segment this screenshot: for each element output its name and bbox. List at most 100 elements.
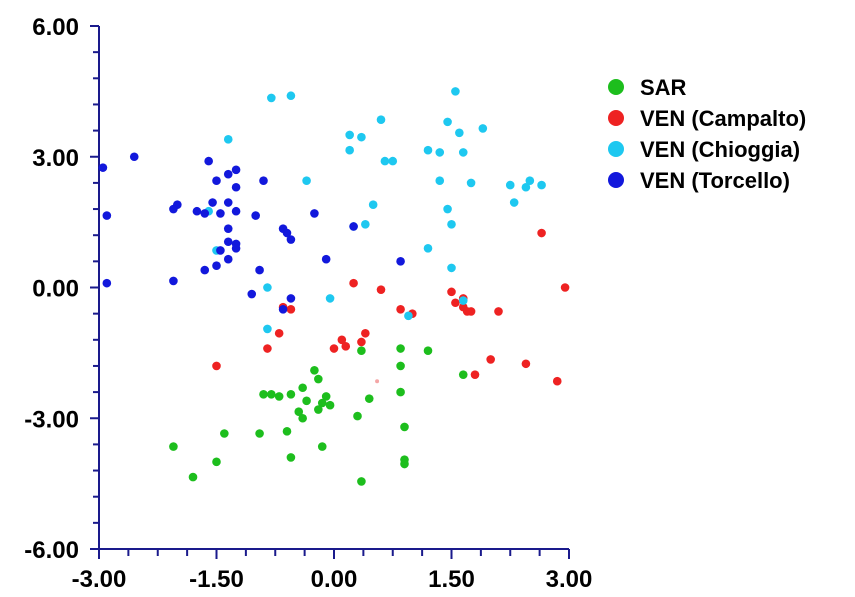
data-point bbox=[102, 211, 112, 220]
data-point bbox=[364, 394, 374, 403]
data-point bbox=[216, 209, 225, 218]
data-point bbox=[396, 387, 405, 397]
data-point bbox=[537, 180, 546, 190]
data-point bbox=[314, 374, 323, 384]
data-point bbox=[478, 124, 488, 133]
data-point bbox=[423, 346, 433, 355]
data-point bbox=[388, 156, 398, 166]
data-point bbox=[345, 145, 354, 155]
data-point bbox=[361, 220, 370, 229]
data-point bbox=[298, 413, 307, 423]
data-point bbox=[443, 204, 452, 214]
data-point bbox=[282, 427, 292, 436]
data-point bbox=[375, 379, 380, 384]
data-point bbox=[294, 407, 304, 417]
data-point bbox=[310, 209, 319, 218]
legend-label: VEN (Torcello) bbox=[640, 168, 790, 193]
data-point bbox=[325, 294, 335, 303]
data-point bbox=[317, 398, 327, 408]
data-point bbox=[259, 176, 268, 186]
data-points bbox=[98, 87, 570, 486]
series-ven-chioggia bbox=[204, 87, 546, 334]
data-point bbox=[357, 132, 366, 142]
data-point bbox=[447, 263, 456, 273]
data-point bbox=[423, 243, 433, 253]
data-point bbox=[212, 457, 221, 467]
x-tick-label: -1.50 bbox=[189, 566, 244, 593]
data-point bbox=[349, 278, 358, 288]
data-point bbox=[537, 228, 546, 238]
legend-marker bbox=[608, 79, 624, 95]
legend-marker bbox=[608, 141, 624, 157]
data-point bbox=[368, 200, 378, 209]
data-point bbox=[216, 246, 225, 255]
data-point bbox=[212, 361, 221, 371]
data-point bbox=[102, 278, 112, 288]
data-point bbox=[263, 324, 272, 334]
data-point bbox=[447, 220, 456, 229]
data-point bbox=[329, 344, 339, 353]
data-point bbox=[231, 165, 241, 175]
data-point bbox=[470, 370, 480, 379]
legend: SAR VEN (Campalto) VEN (Chioggia) VEN (Torc… bbox=[608, 75, 806, 193]
data-point bbox=[400, 422, 409, 432]
data-point bbox=[325, 400, 335, 410]
x-tick-label: -3.00 bbox=[72, 566, 127, 593]
y-tick-label: 6.00 bbox=[32, 14, 79, 41]
data-point bbox=[169, 276, 178, 286]
data-point bbox=[404, 311, 413, 321]
data-point bbox=[345, 130, 354, 140]
data-point bbox=[204, 156, 213, 166]
data-point bbox=[458, 370, 468, 379]
x-tick-label: 1.50 bbox=[428, 566, 475, 593]
data-point bbox=[423, 145, 433, 155]
data-point bbox=[223, 169, 233, 179]
legend-label: VEN (Chioggia) bbox=[640, 137, 800, 162]
data-point bbox=[451, 298, 460, 308]
data-point bbox=[396, 361, 405, 371]
data-point bbox=[376, 115, 386, 125]
data-point bbox=[169, 204, 178, 214]
data-point bbox=[357, 346, 366, 355]
data-point bbox=[231, 243, 241, 253]
data-point bbox=[255, 429, 264, 438]
data-point bbox=[400, 459, 409, 469]
data-point bbox=[263, 344, 272, 353]
data-point bbox=[341, 342, 351, 351]
data-point bbox=[302, 396, 311, 406]
y-tick-label: 3.00 bbox=[32, 145, 79, 172]
data-point bbox=[505, 180, 515, 190]
data-point bbox=[200, 209, 210, 218]
series-ven-campalto bbox=[212, 228, 570, 386]
data-point bbox=[286, 389, 296, 399]
data-point bbox=[282, 228, 292, 238]
legend-label: VEN (Campalto) bbox=[640, 106, 806, 131]
data-point bbox=[552, 376, 562, 386]
y-tick-label: -6.00 bbox=[24, 537, 79, 564]
data-point bbox=[317, 442, 327, 451]
data-point bbox=[353, 411, 362, 421]
data-point bbox=[376, 285, 386, 294]
data-point bbox=[231, 206, 241, 216]
data-point bbox=[380, 156, 390, 166]
series-ven-torcello bbox=[98, 152, 405, 314]
data-point bbox=[278, 304, 288, 314]
data-point bbox=[192, 206, 202, 216]
data-point bbox=[223, 198, 233, 207]
data-point bbox=[396, 344, 405, 353]
data-point bbox=[212, 261, 221, 271]
data-point bbox=[286, 453, 296, 462]
series-sar bbox=[169, 344, 468, 486]
x-tick-label: 3.00 bbox=[546, 566, 593, 593]
data-point bbox=[560, 283, 570, 292]
data-point bbox=[455, 128, 464, 138]
data-point bbox=[466, 178, 476, 188]
legend-label: SAR bbox=[640, 75, 687, 100]
data-point bbox=[274, 392, 284, 401]
data-point bbox=[435, 176, 445, 186]
data-point bbox=[220, 429, 229, 438]
data-point bbox=[435, 148, 445, 157]
legend-marker bbox=[608, 110, 624, 126]
data-point bbox=[349, 222, 358, 231]
